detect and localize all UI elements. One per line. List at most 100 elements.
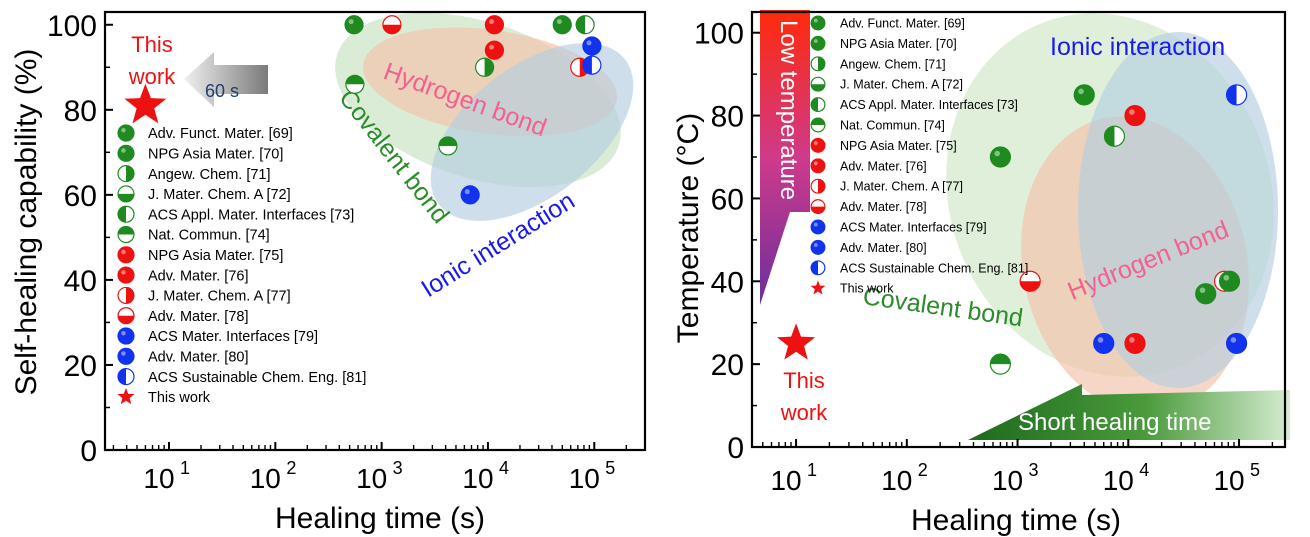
legend-label: ACS Mater. Interfaces [79]	[840, 221, 987, 235]
this-work-label-line1: This	[783, 368, 825, 393]
data-point	[989, 146, 1012, 168]
legend-label: J. Mater. Chem. A [72]	[148, 187, 291, 203]
legend-marker	[117, 266, 135, 284]
data-point	[484, 40, 505, 60]
legend-label: NPG Asia Mater. [70]	[840, 37, 957, 51]
legend-label: Adv. Mater. [78]	[148, 309, 248, 325]
data-point	[1124, 332, 1146, 355]
legend-label: Adv. Mater. [76]	[840, 159, 927, 173]
legend-label: Angew. Chem. [71]	[840, 57, 946, 71]
data-point	[1093, 332, 1115, 355]
y-axis-title: Temperature (°C)	[672, 113, 705, 343]
legend-label: Adv. Mater. [76]	[148, 268, 248, 284]
legend-marker	[810, 76, 826, 92]
legend-marker	[117, 124, 135, 142]
legend-marker	[810, 260, 826, 276]
legend-marker	[117, 225, 135, 244]
legend-marker	[810, 239, 826, 255]
x-tick-label: 10	[881, 465, 912, 496]
y-tick-label: 60	[711, 183, 744, 216]
data-point	[1218, 270, 1241, 292]
legend-label: J. Mater. Chem. A [77]	[840, 180, 963, 194]
legend-label: J. Mater. Chem. A [77]	[148, 289, 291, 305]
y-tick-label: 0	[727, 432, 744, 465]
legend-marker	[810, 117, 826, 133]
x-tick-exponent: 1	[807, 460, 817, 480]
low-temperature-label: Low temperature	[775, 20, 802, 200]
legend-marker	[810, 199, 826, 215]
legend-label: Adv. Mater. [80]	[148, 350, 248, 366]
this-work-star	[124, 83, 167, 124]
y-tick-label: 80	[711, 101, 744, 134]
legend-marker	[810, 137, 826, 153]
data-point	[1103, 125, 1126, 147]
x-tick-label: 10	[1213, 465, 1244, 496]
y-tick-label: 80	[64, 95, 97, 128]
plot-frame	[103, 10, 647, 452]
legend-marker	[810, 56, 826, 72]
legend-label: Adv. Mater. [80]	[840, 241, 927, 255]
x-tick-exponent: 2	[286, 458, 296, 478]
legend-label: ACS Appl. Mater. Interfaces [73]	[148, 207, 354, 223]
legend-label: ACS Mater. Interfaces [79]	[148, 329, 318, 345]
legend-marker	[810, 219, 826, 235]
legend-marker	[117, 185, 135, 203]
legend-marker	[810, 97, 826, 113]
arrow-label: 60 s	[205, 81, 239, 101]
this-work-label-line1: This	[131, 32, 173, 57]
legend-marker	[117, 307, 135, 325]
data-point	[582, 36, 602, 56]
legend-label: Nat. Commun. [74]	[840, 119, 945, 133]
legend-label: This work	[148, 390, 211, 406]
x-tick-label: 10	[462, 463, 493, 494]
data-point	[575, 15, 595, 35]
y-tick-label: 100	[694, 18, 744, 51]
data-point	[1225, 84, 1248, 106]
legend-label: Adv. Funct. Mater. [69]	[148, 126, 293, 142]
y-tick-label: 0	[80, 435, 97, 468]
y-tick-label: 40	[711, 266, 744, 299]
x-tick-exponent: 4	[499, 458, 509, 478]
data-point	[1019, 270, 1041, 292]
y-tick-label: 20	[711, 349, 744, 382]
legend-label: Nat. Commun. [74]	[148, 228, 270, 244]
x-tick-label: 10	[1103, 465, 1134, 496]
legend-label: Adv. Funct. Mater. [69]	[840, 17, 965, 31]
legend-marker	[810, 280, 826, 295]
legend-label: Angew. Chem. [71]	[148, 167, 271, 183]
x-tick-label: 10	[250, 463, 281, 494]
x-axis-title: Healing time (s)	[275, 502, 485, 535]
legend-label: This work	[840, 282, 894, 296]
ionic-interaction-region	[430, 43, 634, 221]
legend-marker	[810, 35, 826, 51]
x-axis-title: Healing time (s)	[911, 504, 1121, 537]
legend-marker	[117, 347, 135, 365]
x-tick-label: 10	[770, 465, 801, 496]
y-tick-label: 100	[47, 10, 97, 43]
data-point	[345, 74, 365, 94]
y-axis-title: Self-healing capability (%)	[10, 49, 43, 396]
legend-label: Adv. Mater. [78]	[840, 200, 927, 214]
legend-marker	[117, 165, 135, 183]
short-healing-time-label: Short healing time	[1018, 409, 1211, 436]
x-tick-exponent: 1	[180, 458, 190, 478]
x-tick-exponent: 4	[1139, 460, 1149, 480]
legend-marker	[117, 144, 135, 162]
data-point	[1195, 283, 1217, 305]
left-chart-panel: Covalent bond Hydrogen bond Ionic intera…	[10, 10, 647, 535]
data-point	[552, 15, 572, 35]
data-point	[382, 15, 402, 35]
data-point	[484, 15, 505, 35]
data-point	[438, 136, 458, 156]
x-tick-label: 10	[569, 463, 600, 494]
legend-label: ACS Appl. Mater. Interfaces [73]	[840, 98, 1018, 112]
this-work-label-line2: work	[128, 64, 176, 89]
legend-marker	[810, 158, 826, 174]
x-tick-label: 10	[143, 463, 174, 494]
data-point	[989, 353, 1012, 375]
legend-marker	[117, 368, 135, 386]
x-tick-exponent: 2	[918, 460, 928, 480]
x-tick-exponent: 3	[393, 458, 403, 478]
x-tick-label: 10	[356, 463, 387, 494]
legend-marker	[117, 387, 135, 405]
